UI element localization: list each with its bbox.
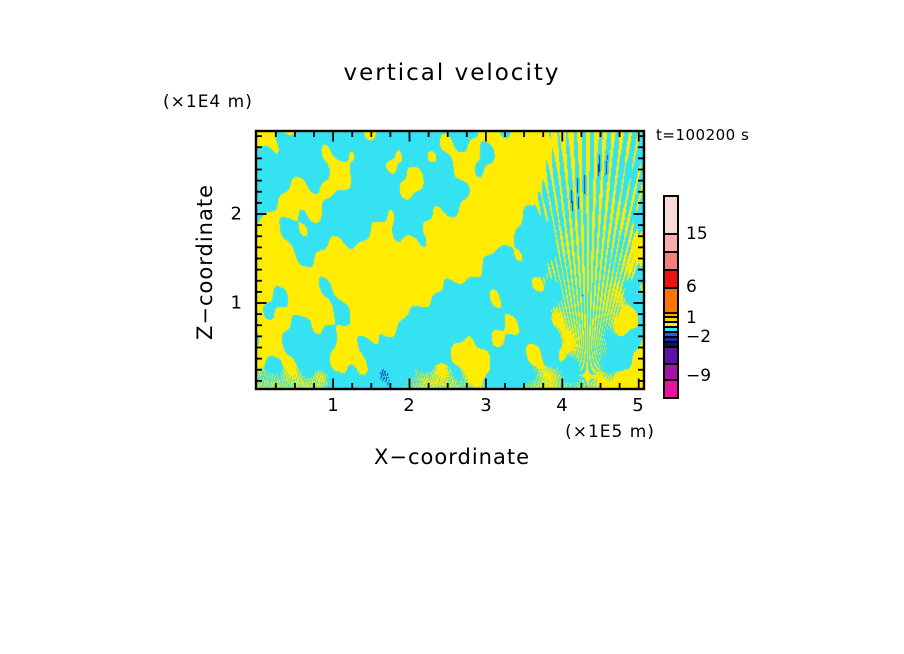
axes-frame-and-ticks [254, 129, 646, 391]
colorbar-segment-11 [665, 341, 677, 346]
colorbar-label-−2: −2 [686, 327, 712, 347]
colorbar-segment-12 [665, 346, 677, 363]
colorbar-label-6: 6 [686, 277, 697, 297]
colorbar-label-−9: −9 [686, 366, 712, 386]
x-tick-label-5: 5 [632, 395, 644, 416]
timestamp-label: t=100200 s [656, 126, 750, 144]
colorbar-segment-1 [665, 233, 677, 251]
colorbar-label-1: 1 [686, 308, 697, 328]
colorbar-segment-2 [665, 251, 677, 269]
colorbar-segment-3 [665, 269, 677, 287]
colorbar-segment-10 [665, 336, 677, 341]
x-tick-label-4: 4 [556, 395, 568, 416]
x-tick-label-3: 3 [480, 395, 492, 416]
x-axis-unit-label: (×1E5 m) [565, 422, 655, 442]
velocity-field-canvas [255, 130, 645, 390]
colorbar [663, 195, 679, 399]
colorbar-segment-5 [665, 312, 677, 316]
y-tick-label-1: 1 [230, 292, 242, 314]
y-tick-label-2: 2 [230, 203, 242, 225]
colorbar-segment-4 [665, 287, 677, 312]
x-tick-label-2: 2 [403, 395, 415, 416]
colorbar-segment-6 [665, 316, 677, 321]
x-axis-title: X−coordinate [374, 445, 530, 469]
colorbar-segment-9 [665, 331, 677, 336]
colorbar-segment-13 [665, 363, 677, 379]
x-tick-label-1: 1 [327, 395, 339, 416]
colorbar-segment-8 [665, 326, 677, 331]
chart-title: vertical velocity [343, 60, 561, 86]
colorbar-label-15: 15 [686, 224, 708, 244]
colorbar-segment-7 [665, 321, 677, 326]
y-axis-unit-label: (×1E4 m) [163, 92, 253, 112]
colorbar-segment-14 [665, 379, 677, 397]
colorbar-segment-0 [665, 197, 677, 233]
